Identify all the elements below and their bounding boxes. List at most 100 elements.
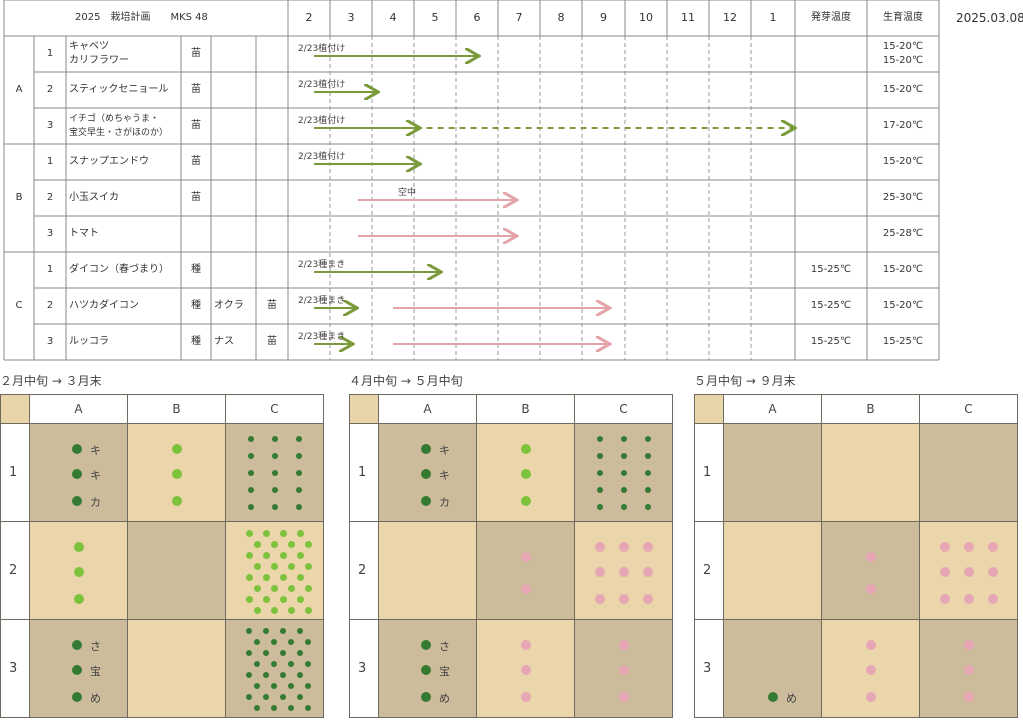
plant-dot (866, 665, 876, 675)
plant-dot (254, 541, 261, 548)
bed-cell (128, 522, 226, 620)
plant-dot (288, 607, 295, 614)
plant-dot (297, 650, 303, 656)
plant-marker-label: め (439, 692, 450, 705)
plant-dot (305, 607, 312, 614)
bed-cell (822, 522, 920, 620)
secondary-crop: オクラ (214, 300, 244, 311)
plant-dot (595, 542, 605, 552)
plant-dot (263, 650, 269, 656)
plant-dot (74, 542, 84, 552)
plant-dot (246, 530, 253, 537)
plant-marker-label: キ (439, 444, 450, 457)
month-label: 8 (557, 11, 565, 24)
plant-dot (254, 607, 261, 614)
month-label: 2 (305, 11, 313, 24)
plant-dot (988, 567, 998, 577)
bed-cell: さ宝め (379, 620, 477, 718)
plant-dot (296, 487, 302, 493)
plant-dot (288, 639, 294, 645)
plant-dot (305, 705, 311, 711)
plant-dot (288, 661, 294, 667)
plant-dot (246, 650, 252, 656)
plant-dot (866, 640, 876, 650)
plant-dot (964, 567, 974, 577)
plant-dot (619, 665, 629, 675)
plant-dot (521, 665, 531, 675)
month-label: 10 (639, 11, 653, 24)
plant-dot (988, 542, 998, 552)
plant-dot (305, 541, 312, 548)
secondary-planting-type: 苗 (267, 336, 277, 347)
plant-dot (72, 496, 82, 506)
plant-dot (421, 640, 431, 650)
bed-cell: キキカ (379, 424, 477, 522)
plant-dot (964, 640, 974, 650)
plant-dot (280, 694, 286, 700)
row-number: 3 (46, 120, 54, 131)
bed-row-header: 2 (0, 522, 30, 620)
plant-dot (288, 683, 294, 689)
plant-dot (621, 487, 627, 493)
plant-dot (297, 694, 303, 700)
bed-cell (575, 522, 673, 620)
plant-dot (297, 672, 303, 678)
bed-cell: さ宝め (30, 620, 128, 718)
planting-type: 種 (191, 300, 201, 311)
plant-dot (964, 594, 974, 604)
plant-marker-label: キ (90, 469, 101, 482)
plant-dot (421, 469, 431, 479)
bed-column-header: B (128, 394, 226, 424)
bed-plan-title: ４月中旬 → ５月中旬 (349, 374, 463, 388)
plant-dot (940, 594, 950, 604)
plant-dot (521, 584, 531, 594)
plant-dot (280, 650, 286, 656)
bed-row-header: 2 (349, 522, 379, 620)
plant-dot (246, 552, 253, 559)
bed-column-header: B (822, 394, 920, 424)
plant-dot (621, 453, 627, 459)
plant-dot (272, 453, 278, 459)
bed-cell (30, 522, 128, 620)
timeline-annotation: 2/23植付け (298, 152, 346, 162)
plant-dot (621, 504, 627, 510)
plant-dot (280, 596, 287, 603)
plant-dot (248, 470, 254, 476)
planting-type: 苗 (191, 84, 201, 95)
germination-temp: 15-25℃ (810, 264, 852, 275)
plant-dot (263, 628, 269, 634)
plant-dot (964, 692, 974, 702)
plant-dot (521, 552, 531, 562)
group-label: B (15, 192, 23, 203)
plant-dot (254, 705, 260, 711)
plant-dot (248, 504, 254, 510)
bed-cell: キキカ (30, 424, 128, 522)
timeline-annotation: 2/23種まき (298, 296, 346, 306)
plant-dot (595, 594, 605, 604)
bed-cell (477, 620, 575, 718)
plant-dot (866, 584, 876, 594)
plant-dot (280, 530, 287, 537)
plant-dot (643, 542, 653, 552)
plant-dot (248, 487, 254, 493)
plant-marker-label: さ (439, 640, 450, 653)
bed-cell (379, 522, 477, 620)
plant-dot (619, 542, 629, 552)
bed-cell (477, 424, 575, 522)
plant-dot (964, 665, 974, 675)
plant-dot (74, 594, 84, 604)
bed-cell (575, 424, 673, 522)
timeline-annotation: 空中 (398, 188, 417, 198)
planting-type: 苗 (191, 120, 201, 131)
plant-dot (246, 628, 252, 634)
plant-dot (271, 563, 278, 570)
secondary-planting-type: 苗 (267, 300, 277, 311)
timeline-annotation: 2/23植付け (298, 44, 346, 54)
plant-dot (297, 552, 304, 559)
bed-cell (724, 522, 822, 620)
plant-marker-label: 宝 (439, 665, 450, 678)
plant-dot (248, 436, 254, 442)
bed-row-header: 1 (0, 424, 30, 522)
planting-type: 苗 (191, 192, 201, 203)
growth-temp: 17-20℃ (882, 120, 924, 131)
